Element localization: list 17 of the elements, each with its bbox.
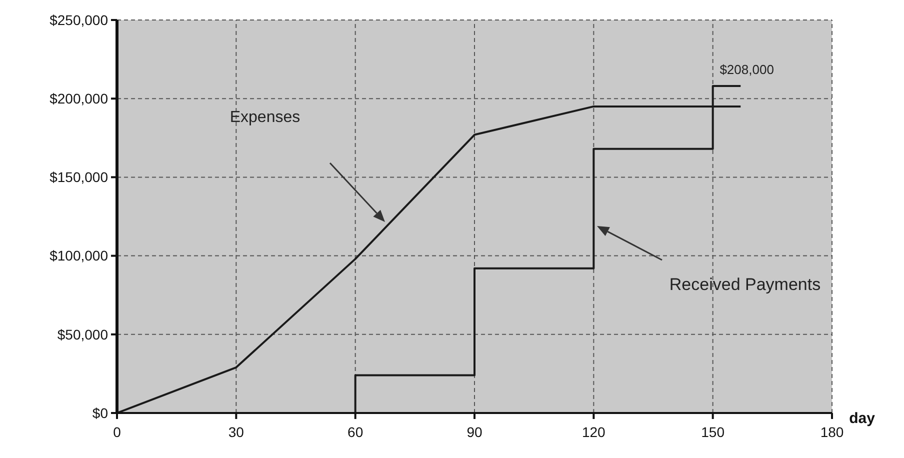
y-tick-label: $250,000 bbox=[50, 12, 108, 28]
y-tick-label: $0 bbox=[92, 404, 108, 421]
y-tick-label: $100,000 bbox=[50, 248, 108, 264]
x-axis-title: day bbox=[849, 410, 876, 427]
x-tick-label: 60 bbox=[348, 424, 364, 440]
y-tick-label: $50,000 bbox=[57, 326, 108, 342]
x-tick-label: 180 bbox=[820, 424, 844, 440]
y-tick-label: $200,000 bbox=[50, 90, 108, 106]
annotation: $208,000 bbox=[720, 62, 774, 78]
annotation: Received Payments bbox=[669, 275, 821, 294]
y-tick-label: $150,000 bbox=[50, 169, 108, 186]
x-tick-label: 90 bbox=[466, 424, 482, 440]
x-tick-label: 120 bbox=[582, 424, 606, 440]
x-tick-label: 30 bbox=[228, 424, 244, 440]
x-tick-label: 150 bbox=[701, 424, 725, 440]
x-tick-label: 0 bbox=[113, 424, 122, 440]
annotation: Expenses bbox=[230, 109, 300, 126]
